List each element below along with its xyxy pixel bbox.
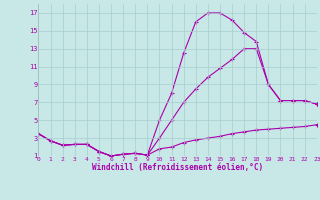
X-axis label: Windchill (Refroidissement éolien,°C): Windchill (Refroidissement éolien,°C) [92, 163, 263, 172]
